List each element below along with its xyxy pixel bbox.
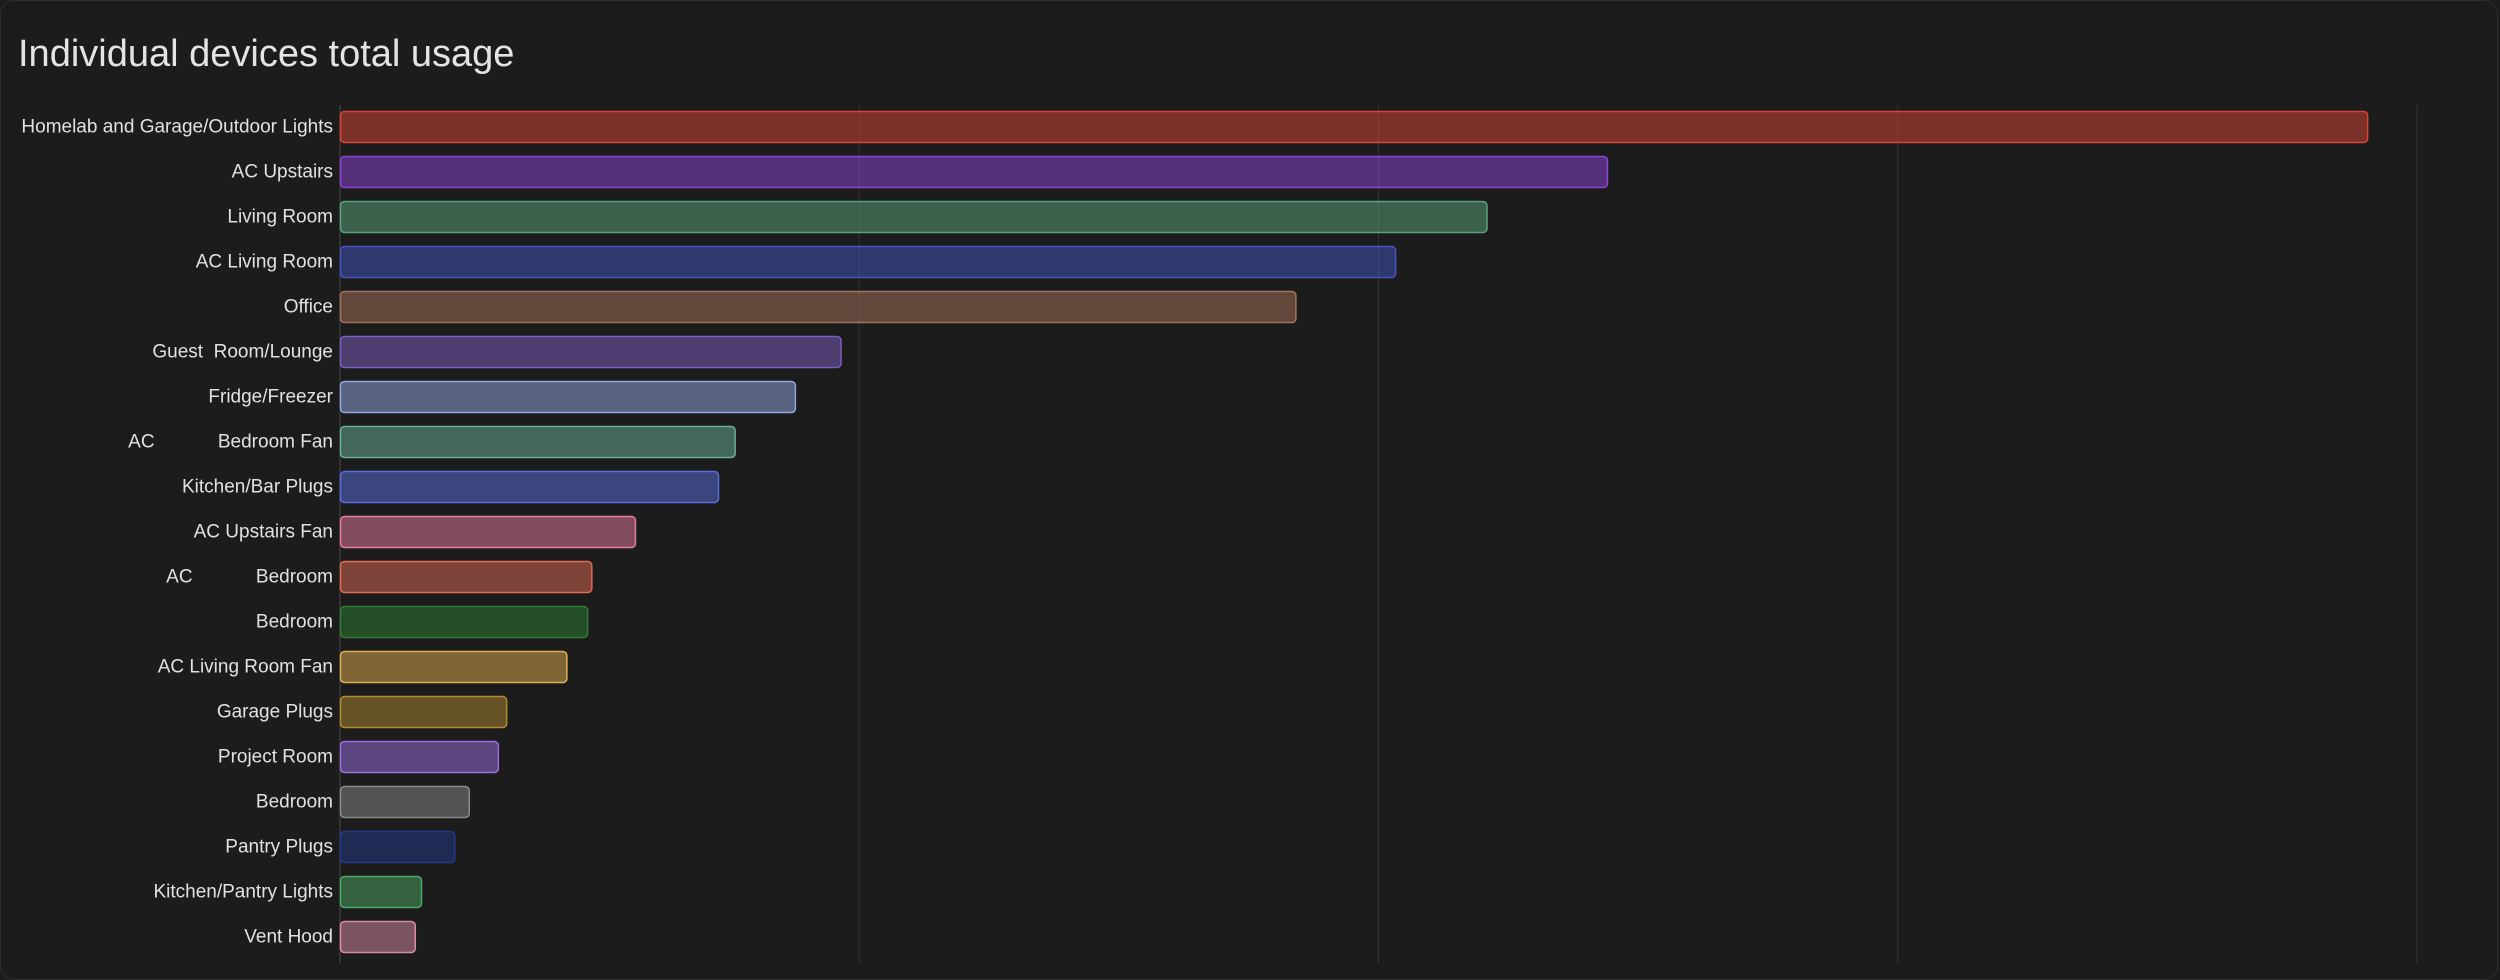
category-label: Vent Hood [244, 927, 333, 948]
bar[interactable] [339, 605, 589, 639]
category-label: Garage Plugs [217, 702, 333, 723]
bar[interactable] [339, 200, 1488, 234]
category-label: AC Bedroom Fan [128, 432, 333, 453]
category-label: Homelab and Garage/Outdoor Lights [21, 117, 333, 138]
bar[interactable] [339, 560, 593, 594]
category-label: Project Room [218, 747, 333, 768]
card-title: Individual devices total usage [18, 33, 515, 75]
bar[interactable] [339, 830, 456, 864]
bar[interactable] [339, 110, 2369, 144]
bar[interactable] [339, 920, 417, 954]
bar[interactable] [339, 245, 1397, 279]
category-label: Fridge/Freezer [208, 387, 333, 408]
bar[interactable] [339, 380, 797, 414]
bar[interactable] [339, 785, 471, 819]
bar[interactable] [339, 695, 508, 729]
category-label: AC Living Room [196, 252, 333, 273]
category-label: AC Living Room Fan [158, 657, 333, 678]
category-label: Kitchen/Pantry Lights [153, 882, 333, 903]
category-label: Kitchen/Bar Plugs [182, 477, 333, 498]
category-label: Pantry Plugs [225, 837, 333, 858]
category-label: Bedroom [256, 792, 333, 813]
grid-lines [339, 105, 2418, 963]
bar[interactable] [339, 470, 720, 504]
category-label: AC Upstairs Fan [194, 522, 333, 543]
bar[interactable] [339, 515, 637, 549]
bar[interactable] [339, 290, 1297, 324]
category-label: Living Room [227, 207, 333, 228]
bar[interactable] [339, 740, 500, 774]
bar[interactable] [339, 875, 423, 909]
category-label: AC Upstairs [232, 162, 333, 183]
category-label: Office [284, 297, 333, 318]
bar[interactable] [339, 155, 1609, 189]
bar[interactable] [339, 650, 568, 684]
category-label: AC Bedroom [166, 567, 333, 588]
bar[interactable] [339, 335, 842, 369]
category-label: Guest Room/Lounge [152, 342, 333, 363]
bar[interactable] [339, 425, 736, 459]
category-label: Bedroom [256, 612, 333, 633]
